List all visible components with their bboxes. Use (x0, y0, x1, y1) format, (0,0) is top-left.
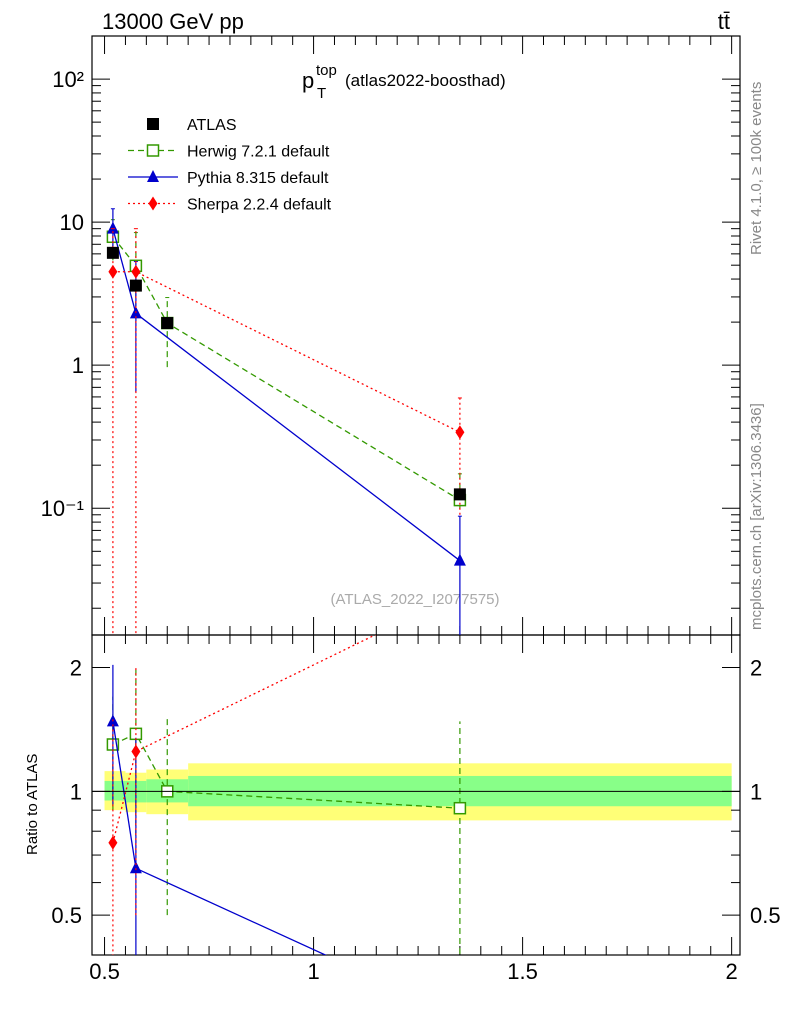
pythia-ratio-line (112, 721, 327, 955)
plot-title-rest: (atlas2022-boosthad) (345, 71, 506, 90)
legend-marker-herwig (146, 144, 160, 157)
atlas-point (129, 279, 142, 292)
sherpa-point (455, 425, 465, 440)
y-tick-label: 10 (60, 210, 84, 235)
herwig-ratio-line (112, 732, 460, 809)
legend-label-pythia: Pythia 8.315 default (187, 170, 329, 187)
plot-title-subscript: T (317, 85, 326, 102)
analysis-watermark: (ATLAS_2022_I2077575) (330, 591, 499, 608)
y-tick-label: 10⁻¹ (41, 496, 84, 521)
pythia-point (106, 221, 119, 234)
header-process-label: tt̄ (718, 9, 730, 34)
legend-label-sherpa: Sherpa 2.2.4 default (187, 197, 332, 214)
sherpa-ratio-point (108, 835, 118, 850)
atlas-point (453, 488, 466, 501)
band-inner-0 (104, 780, 126, 801)
herwig-ratio-point (453, 801, 467, 815)
rivet-version-label: Rivet 4.1.0, ≥ 100k events (748, 82, 765, 255)
legend-marker-atlas (147, 118, 159, 130)
header-energy-label: 13000 GeV pp (102, 9, 244, 34)
sherpa-line (112, 271, 461, 433)
ratio-y-tick-label-left: 2 (70, 656, 82, 681)
herwig-line (112, 236, 461, 501)
sherpa-point (131, 264, 141, 279)
legend-label-herwig: Herwig 7.2.1 default (187, 144, 330, 161)
ratio-y-tick-label-left: 1 (70, 779, 82, 804)
legend-marker-sherpa (148, 196, 158, 211)
main-data-layer (106, 208, 467, 635)
atlas-point (106, 246, 119, 259)
x-tick-label: 0.5 (89, 959, 120, 984)
sherpa-ratio-point (131, 744, 141, 759)
ratio-y-tick-label-right: 2 (750, 656, 762, 681)
y-tick-label: 1 (72, 353, 84, 378)
ratio-y-tick-label-right: 0.5 (750, 903, 781, 928)
sherpa-point (108, 264, 118, 279)
plot-title: p (302, 68, 314, 93)
legend: ATLAS Herwig 7.2.1 default Pythia 8.315 de… (128, 117, 332, 214)
legend-marker-pythia (147, 170, 159, 182)
ratio-data-layer (106, 635, 467, 955)
x-tick-label: 1 (307, 959, 319, 984)
x-tick-label: 1.5 (507, 959, 538, 984)
plot-title-superscript: top (316, 62, 337, 79)
ratio-y-tick-label-right: 1 (750, 779, 762, 804)
legend-label-atlas: ATLAS (187, 117, 237, 134)
y-tick-label: 10² (52, 67, 84, 92)
ratio-y-tick-label-left: 0.5 (51, 903, 82, 928)
ratio-plot-frame (91, 634, 741, 956)
x-tick-label: 2 (726, 959, 738, 984)
sherpa-ratio-line (112, 635, 377, 843)
pythia-point (453, 553, 466, 566)
main-axis-ticks: 10⁻¹ 1 10 10² (41, 35, 740, 635)
ratio-axis-label: Ratio to ATLAS (24, 754, 41, 855)
atlas-point (161, 317, 174, 330)
mcplots-label: mcplots.cern.ch [arXiv:1306.3436] (748, 403, 765, 630)
ratio-axis-ticks: 0.5 0.5 1 1 2 2 0.5 1 1.5 2 (51, 635, 781, 984)
pythia-ratio-point (129, 861, 142, 874)
